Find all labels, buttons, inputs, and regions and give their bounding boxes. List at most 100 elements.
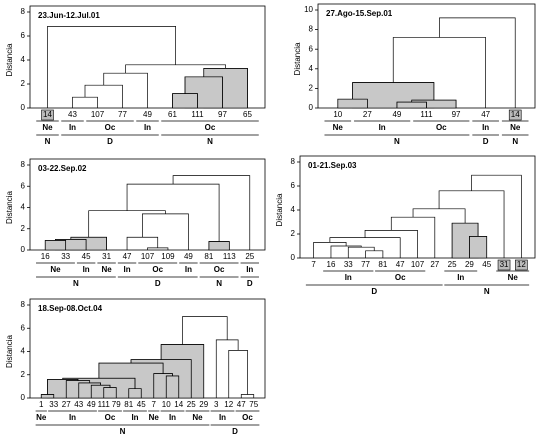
group-label: In [144,123,151,132]
leaf-label: 49 [392,110,401,119]
cluster-link [142,213,189,250]
shaded-cluster [128,388,142,399]
group-label: Oc [242,413,253,422]
cluster-link [182,316,228,345]
group-label: Oc [152,265,163,274]
group-label: In [457,273,464,282]
leaf-label: 107 [91,110,105,119]
group-label: N [394,137,400,146]
panel-title: 23.Jun-12.Jul.01 [38,11,100,20]
y-tick-label: 6 [309,44,314,53]
group-label: In [379,123,386,132]
cluster-link [72,96,98,108]
group-label: In [123,265,130,274]
y-axis-label: Distancia [5,191,14,224]
group-label: N [207,137,213,146]
leaf-label: 111 [98,400,111,409]
leaf-label: 75 [249,400,258,409]
group-label: Ne [36,413,47,422]
cluster-link [78,382,101,398]
group-label: Oc [436,123,447,132]
y-tick-label: 0 [21,245,26,254]
leaf-label: 29 [199,400,208,409]
group-label: In [69,123,76,132]
y-tick-label: 2 [21,224,26,233]
group-label: In [246,265,253,274]
leaf-label: 16 [327,260,336,269]
group-label: Ne [192,413,203,422]
y-axis-label: Distancia [293,42,302,75]
leaf-label: 45 [482,260,491,269]
leaf-label: 49 [87,400,96,409]
y-tick-label: 6 [21,31,26,40]
leaf-label: 33 [49,400,58,409]
leaf-label: 3 [214,400,219,409]
leaf-label: 12 [517,260,526,269]
leaf-label: 12 [224,400,233,409]
group-label: In [345,273,352,282]
leaf-label: 31 [102,252,111,261]
cluster-link [439,17,516,108]
cluster-link [44,240,67,250]
y-tick-label: 8 [21,160,26,169]
shaded-cluster [337,98,368,109]
group-label: Oc [205,123,216,132]
group-label: D [107,137,113,146]
leaf-label: 27 [62,400,71,409]
leaf-label: 77 [118,110,127,119]
leaf-label: 25 [448,260,457,269]
leaf-label: 111 [420,110,433,119]
leaf-label: 27 [430,260,439,269]
y-tick-label: 2 [21,79,26,88]
cluster-link [103,72,148,108]
group-label: Ne [510,123,521,132]
leaf-label: 81 [378,260,387,269]
leaf-label: 10 [162,400,171,409]
cluster-link [471,174,522,258]
leaf-label: 49 [184,252,193,261]
panel-title: 01-21.Sep.03 [308,161,357,170]
y-tick-label: 0 [309,103,314,112]
leaf-label: 43 [74,400,83,409]
leaf-label: 1 [39,400,44,409]
y-tick-label: 0 [21,103,26,112]
leaf-highlight [41,109,54,121]
shaded-cluster [103,387,117,399]
group-label: N [120,427,126,435]
cluster-link [65,380,91,398]
shaded-cluster [469,236,488,259]
leaf-label: 43 [68,110,77,119]
shaded-cluster [165,375,180,399]
group-label: N [73,279,79,288]
group-label: In [219,413,226,422]
leaf-label: 47 [237,400,246,409]
leaf-highlight [508,109,522,121]
group-label: Oc [214,265,225,274]
group-label: Oc [395,273,406,282]
leaf-label: 47 [123,252,132,261]
leaf-highlight [515,259,528,271]
group-label: Ne [50,265,61,274]
group-label: D [155,279,161,288]
group-label: In [482,123,489,132]
group-label: Oc [105,123,116,132]
leaf-label: 7 [311,260,316,269]
cluster-link [47,26,176,108]
y-tick-label: 8 [309,25,314,34]
cluster-link [412,208,466,224]
leaf-label: 113 [223,252,236,261]
group-label: N [484,287,490,296]
shaded-cluster [396,101,427,109]
panel-title: 18.Sep-08.Oct.04 [38,304,103,313]
y-tick-label: 4 [291,205,296,214]
leaf-label: 107 [411,260,425,269]
leaf-label: 27 [363,110,372,119]
group-label: Ne [42,123,53,132]
y-tick-label: 6 [21,323,26,332]
cluster-link [130,359,192,398]
y-tick-label: 4 [309,64,314,73]
group-label: Oc [105,413,116,422]
leaf-label: 25 [245,252,254,261]
y-tick-label: 8 [291,157,296,166]
cluster-link [364,230,418,258]
